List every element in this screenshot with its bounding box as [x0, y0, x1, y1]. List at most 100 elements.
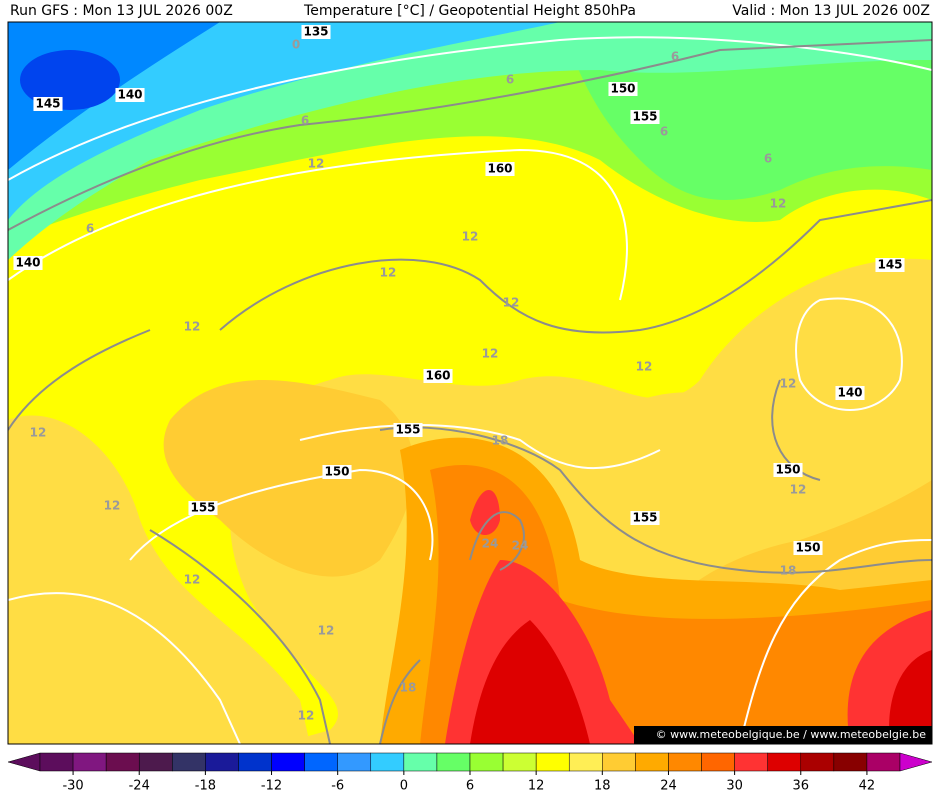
- temperature_contours-label: 6: [660, 125, 668, 139]
- colorbar-box: [568, 752, 603, 772]
- temperature_contours-label: 24: [512, 539, 529, 553]
- map: [7, 21, 933, 745]
- colorbar-box: [866, 752, 901, 772]
- map-title: Temperature [°C] / Geopotential Height 8…: [303, 3, 636, 19]
- colorbar-tick-label: 24: [660, 779, 677, 794]
- colorbar-tick-label: 6: [466, 779, 474, 794]
- colorbar: -30 -24 -18 -12 -6 0 6 12 18 24 30 36 42: [7, 752, 933, 794]
- watermark-bg: [634, 726, 932, 744]
- colorbar-box: [469, 752, 504, 772]
- colorbar-box: [734, 752, 768, 772]
- colorbar-box: [833, 752, 868, 772]
- height_contours-label: 150: [610, 82, 635, 96]
- colorbar-box: [668, 752, 702, 772]
- colorbar-tick-label: 18: [594, 779, 611, 794]
- height_contours-label: 155: [395, 423, 420, 437]
- height_contours-label: 150: [795, 541, 820, 555]
- colorbar-box: [635, 752, 669, 772]
- height_contours-label: 160: [487, 162, 512, 176]
- height_contours-label: 145: [877, 258, 902, 272]
- colorbar-tick-label: -18: [195, 779, 216, 794]
- height_contours-label-bg: [608, 82, 638, 96]
- height_contours-label-bg: [322, 465, 352, 479]
- height_contours-label-bg: [188, 501, 218, 515]
- colorbar-low-arrow: [7, 752, 41, 772]
- temperature_contours-label: 12: [503, 296, 520, 310]
- height_contours-label: 155: [632, 110, 657, 124]
- temperature_contours-label: 6: [506, 73, 514, 87]
- colorbar-tick-label: 12: [528, 779, 545, 794]
- height_contours-label: 155: [632, 511, 657, 525]
- colorbar-box: [800, 752, 835, 772]
- height_contours-label: 155: [190, 501, 215, 515]
- watermark: © www.meteobelgique.be / www.meteobelgie…: [656, 728, 927, 741]
- temperature_contours-label: 12: [482, 347, 499, 361]
- height_contours-label-bg: [485, 162, 515, 176]
- temperature_contours-label: 12: [462, 230, 479, 244]
- height_contours-label-bg: [630, 511, 660, 525]
- colorbar-box: [436, 752, 471, 772]
- height_contours-label-bg: [301, 25, 331, 39]
- temperature_contours-label: 6: [301, 114, 309, 128]
- temperature_contours-label: 6: [671, 50, 679, 64]
- temperature_contours-label: 12: [380, 266, 397, 280]
- height_contours-label-bg: [33, 97, 63, 111]
- height_contours-label: 150: [775, 463, 800, 477]
- temperature_contours-label: 18: [780, 564, 797, 578]
- colorbar-box: [39, 752, 74, 772]
- temperature_contours-label: 0: [292, 38, 300, 52]
- height_contours-label-bg: [13, 256, 43, 270]
- colorbar-tick-label: 0: [400, 779, 408, 794]
- colorbar-box: [172, 752, 206, 772]
- colorbar-box: [767, 752, 802, 772]
- colorbar-tick-label: 42: [859, 779, 876, 794]
- height_contours-label-bg: [115, 88, 145, 102]
- height_contours-label-bg: [423, 369, 453, 383]
- height_contours-label: 160: [425, 369, 450, 383]
- temperature_contours-label: 12: [780, 377, 797, 391]
- colorbar-tick-label: 30: [726, 779, 743, 794]
- colorbar-box: [138, 752, 173, 772]
- valid-label: Valid : Mon 13 JUL 2026 00Z: [732, 3, 930, 19]
- colorbar-tick-label: 36: [792, 779, 809, 794]
- colorbar-box: [271, 752, 305, 772]
- colorbar-tick-label: -24: [129, 779, 150, 794]
- run-label: Run GFS : Mon 13 JUL 2026 00Z: [10, 3, 233, 19]
- temperature_contours-label: 12: [636, 360, 653, 374]
- height_contours-label: 150: [324, 465, 349, 479]
- colorbar-box: [105, 752, 140, 772]
- colorbar-box: [72, 752, 107, 772]
- colorbar-box: [403, 752, 438, 772]
- temperature_contours-label: 24: [482, 537, 499, 551]
- temperature_contours-label: 12: [184, 320, 201, 334]
- colorbar-box: [701, 752, 735, 772]
- colorbar-tick-label: -30: [62, 779, 83, 794]
- height_contours-label-bg: [793, 541, 823, 555]
- height_contours-label-bg: [393, 423, 423, 437]
- temperature_contours-label: 6: [764, 152, 772, 166]
- temperature_contours-label: 12: [308, 157, 325, 171]
- temperature_contours-label: 6: [86, 222, 94, 236]
- colorbar-tick-label: -6: [331, 779, 344, 794]
- temperature_contours-label: 12: [104, 499, 121, 513]
- colorbar-box: [535, 752, 570, 772]
- colorbar-box: [304, 752, 338, 772]
- colorbar-box: [502, 752, 537, 772]
- height_contours-label-bg: [630, 110, 660, 124]
- colorbar-box: [337, 752, 372, 772]
- temperature_contours-label: 12: [318, 624, 335, 638]
- contour-labels: 135 145 140 150 155 160 140 145 160 140 155 150 150 1…: [13, 25, 905, 723]
- colorbar-high-arrow: [899, 752, 933, 772]
- colorbar-tick-label: -12: [261, 779, 282, 794]
- height_contours-label-bg: [875, 258, 905, 272]
- colorbar-box: [205, 752, 239, 772]
- temperature_contours-label: 18: [492, 434, 509, 448]
- height_contours-label-bg: [835, 386, 865, 400]
- colorbar-box: [602, 752, 636, 772]
- height_contours-label: 135: [303, 25, 328, 39]
- height_contours-label: 140: [117, 88, 142, 102]
- colorbar-box: [370, 752, 405, 772]
- height_contours-label-bg: [773, 463, 803, 477]
- temperature_contours-label: 12: [30, 426, 47, 440]
